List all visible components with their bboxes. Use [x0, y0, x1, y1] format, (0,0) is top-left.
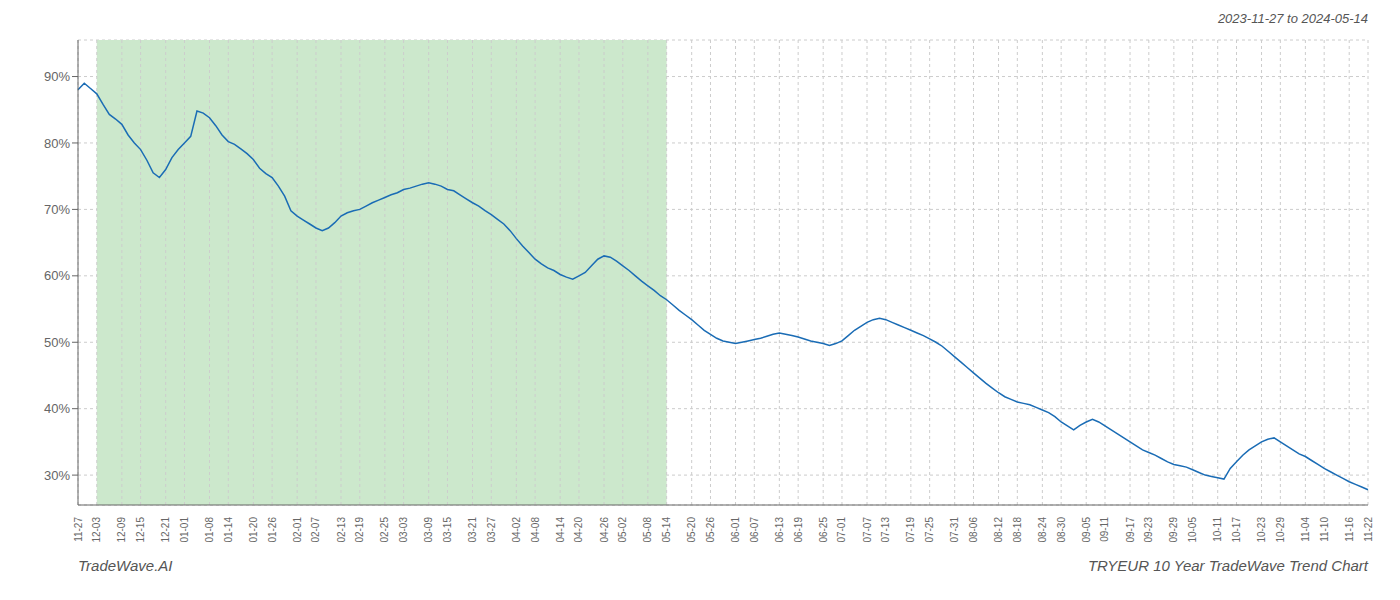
svg-text:03-27: 03-27 [486, 517, 497, 543]
svg-text:11-16: 11-16 [1344, 517, 1355, 542]
svg-text:90%: 90% [44, 69, 70, 84]
svg-text:02-25: 02-25 [379, 517, 390, 543]
svg-text:06-19: 06-19 [793, 517, 804, 543]
svg-text:09-23: 09-23 [1143, 517, 1154, 543]
svg-text:05-20: 05-20 [686, 517, 697, 543]
svg-text:11-10: 11-10 [1319, 517, 1330, 542]
svg-text:07-07: 07-07 [862, 517, 873, 543]
svg-text:01-26: 01-26 [267, 517, 278, 543]
svg-text:08-30: 08-30 [1056, 517, 1067, 543]
html-text:2023-11-27 to 2024-05-14: 2023-11-27 to 2024-05-14 [1217, 11, 1368, 26]
svg-text:05-02: 05-02 [617, 517, 628, 543]
svg-text:07-13: 07-13 [880, 517, 891, 543]
svg-text:11-22: 11-22 [1363, 517, 1374, 542]
svg-text:07-31: 07-31 [949, 517, 960, 543]
svg-text:06-01: 06-01 [730, 517, 741, 543]
svg-text:09-29: 09-29 [1168, 517, 1179, 543]
svg-text:40%: 40% [44, 401, 70, 416]
svg-text:03-03: 03-03 [398, 517, 409, 543]
svg-text:06-07: 06-07 [749, 517, 760, 543]
svg-text:01-20: 01-20 [248, 517, 259, 543]
svg-text:08-24: 08-24 [1037, 517, 1048, 543]
svg-text:04-26: 04-26 [599, 517, 610, 543]
svg-text:08-06: 08-06 [968, 517, 979, 543]
svg-text:01-08: 01-08 [204, 517, 215, 543]
svg-text:03-21: 03-21 [467, 517, 478, 543]
html-text:TradeWave.AI: TradeWave.AI [78, 556, 173, 574]
svg-text:02-07: 02-07 [310, 517, 321, 543]
svg-text:05-08: 05-08 [642, 517, 653, 543]
svg-text:04-02: 04-02 [511, 517, 522, 543]
svg-text:09-05: 09-05 [1081, 517, 1092, 543]
svg-text:12-15: 12-15 [135, 517, 146, 543]
svg-text:09-17: 09-17 [1125, 517, 1136, 543]
svg-text:08-12: 08-12 [993, 517, 1004, 543]
svg-text:12-09: 12-09 [116, 517, 127, 543]
svg-text:07-25: 07-25 [924, 517, 935, 543]
svg-text:11-27: 11-27 [73, 517, 84, 542]
svg-text:03-09: 03-09 [423, 517, 434, 543]
svg-text:80%: 80% [44, 136, 70, 151]
svg-text:12-03: 12-03 [91, 517, 102, 543]
svg-text:06-25: 06-25 [818, 517, 829, 543]
svg-text:06-13: 06-13 [774, 517, 785, 543]
svg-text:03-15: 03-15 [442, 517, 453, 543]
svg-text:30%: 30% [44, 468, 70, 483]
svg-text:10-29: 10-29 [1275, 517, 1286, 543]
svg-text:04-08: 04-08 [530, 517, 541, 543]
html-text:TRYEUR 10 Year TradeWave Trend: TRYEUR 10 Year TradeWave Trend Chart [1087, 556, 1368, 574]
svg-text:05-26: 05-26 [705, 517, 716, 543]
svg-text:02-13: 02-13 [336, 517, 347, 543]
svg-text:50%: 50% [44, 335, 70, 350]
svg-text:70%: 70% [44, 202, 70, 217]
svg-text:60%: 60% [44, 268, 70, 283]
svg-text:09-11: 09-11 [1099, 517, 1110, 542]
svg-text:10-17: 10-17 [1231, 517, 1242, 543]
svg-text:02-19: 02-19 [354, 517, 365, 543]
svg-text:02-01: 02-01 [292, 517, 303, 543]
svg-text:10-23: 10-23 [1256, 517, 1267, 543]
svg-text:10-05: 10-05 [1187, 517, 1198, 543]
svg-text:01-01: 01-01 [179, 517, 190, 543]
svg-text:07-19: 07-19 [905, 517, 916, 543]
svg-text:12-21: 12-21 [160, 517, 171, 543]
svg-text:04-14: 04-14 [555, 517, 566, 543]
svg-text:10-11: 10-11 [1212, 517, 1223, 542]
svg-text:11-04: 11-04 [1300, 517, 1311, 542]
svg-text:04-20: 04-20 [573, 517, 584, 543]
svg-text:07-01: 07-01 [836, 517, 847, 543]
svg-text:01-14: 01-14 [223, 517, 234, 543]
svg-text:05-14: 05-14 [661, 517, 672, 543]
svg-text:08-18: 08-18 [1012, 517, 1023, 543]
